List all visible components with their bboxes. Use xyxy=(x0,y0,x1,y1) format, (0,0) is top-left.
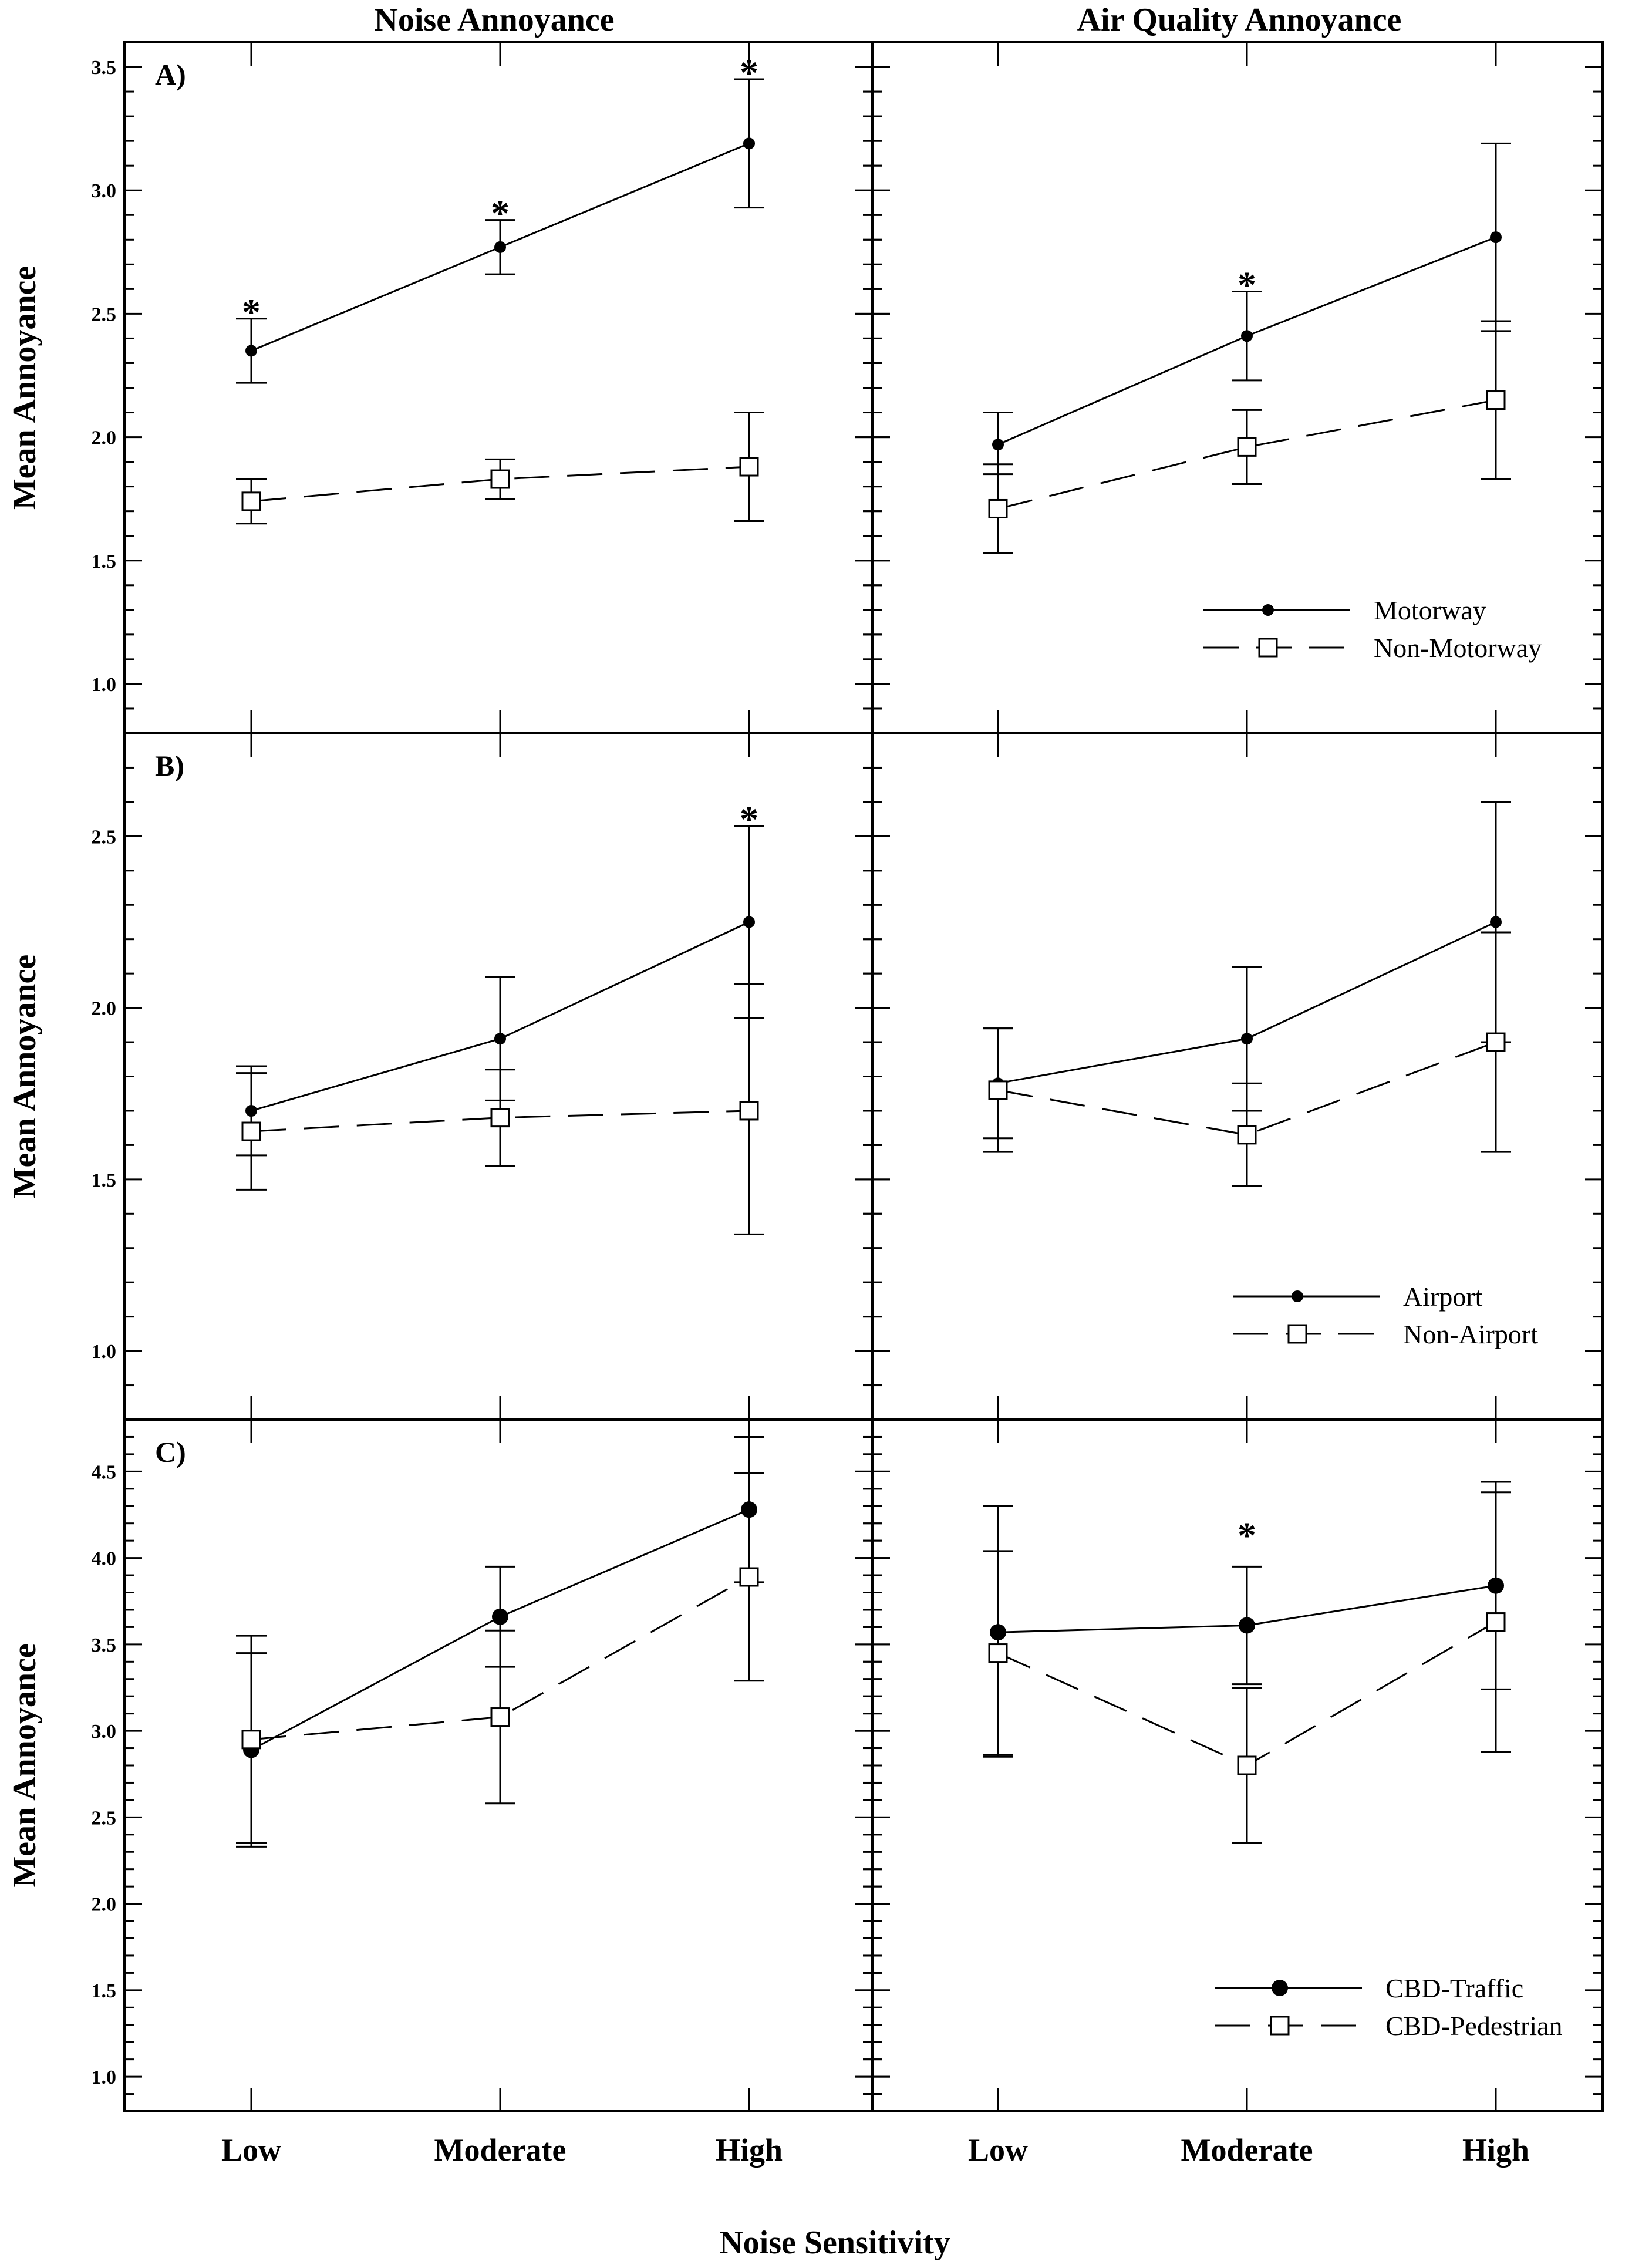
y-tick-label: 3.5 xyxy=(92,1635,117,1656)
y-tick-label: 2.5 xyxy=(92,1807,117,1829)
data-point-cbd-pedestrian xyxy=(739,1567,759,1587)
y-tick-label: 2.0 xyxy=(92,1894,117,1916)
y-axis-title: Mean Annoyance xyxy=(6,955,43,1198)
series-line-non-motorway xyxy=(251,466,750,503)
data-point-non-airport xyxy=(241,1121,261,1141)
significance-star: * xyxy=(740,52,758,93)
chart-labels: Low Low Moderate Moderate High High 1.0 1.5 2.0 2… xyxy=(6,52,1563,2168)
significance-star: * xyxy=(1238,264,1256,306)
x-axis-title: Noise Sensitivity xyxy=(719,2225,950,2261)
significance-star: * xyxy=(491,193,510,234)
data-point-non-motorway xyxy=(1237,437,1257,457)
y-tick-label: 1.0 xyxy=(92,674,117,696)
x-tick-label-high: High xyxy=(716,2132,783,2168)
y-tick-label: 2.5 xyxy=(92,826,117,848)
data-point-non-airport xyxy=(1486,1032,1506,1052)
data-point-airport xyxy=(1490,916,1502,928)
panel-label: C) xyxy=(155,1435,186,1468)
data-point-motorway xyxy=(1490,231,1502,244)
x-tick-label-low: Low xyxy=(968,2132,1028,2168)
legend-marker xyxy=(1292,1290,1303,1302)
data-point-cbd-pedestrian xyxy=(1237,1755,1257,1775)
legend-label-airport: Airport xyxy=(1403,1282,1483,1312)
data-point-non-motorway xyxy=(241,491,261,511)
title-noise-annoyance: Noise Annoyance xyxy=(374,2,614,38)
y-tick-label: 3.5 xyxy=(92,57,117,79)
data-point-airport xyxy=(1241,1033,1253,1045)
legend-label-cbd-traffic: CBD-Traffic xyxy=(1385,1973,1523,2003)
y-tick-label: 4.0 xyxy=(92,1548,117,1570)
significance-star: * xyxy=(1238,1514,1256,1556)
y-tick-label: 1.0 xyxy=(92,1341,117,1363)
series-line-non-motorway xyxy=(997,399,1496,510)
legend-marker xyxy=(1272,1980,1288,1996)
data-point-cbd-pedestrian xyxy=(1486,1612,1506,1632)
y-tick-label: 1.0 xyxy=(92,2067,117,2088)
title-air-quality-annoyance: Air Quality Annoyance xyxy=(1077,2,1402,38)
legend-label-motorway: Motorway xyxy=(1374,595,1486,625)
data-point-airport xyxy=(743,916,755,928)
chart-marks xyxy=(236,78,1511,1848)
data-point-cbd-pedestrian xyxy=(241,1730,261,1750)
data-point-non-airport xyxy=(739,1101,759,1121)
x-tick-label-high: High xyxy=(1462,2132,1529,2168)
data-point-non-motorway xyxy=(1486,390,1506,410)
data-point-non-motorway xyxy=(490,469,510,489)
data-point-non-airport xyxy=(490,1108,510,1128)
series-line-non-airport xyxy=(997,1041,1496,1136)
series-line-cbd-pedestrian xyxy=(251,1576,750,1741)
significance-star: * xyxy=(242,291,261,333)
data-point-cbd-pedestrian xyxy=(490,1707,510,1727)
legend-marker xyxy=(1287,1324,1307,1344)
y-axis-title: Mean Annoyance xyxy=(6,1643,43,1887)
y-tick-label: 3.0 xyxy=(92,1721,117,1743)
legend-marker xyxy=(1270,2016,1290,2036)
y-tick-label: 3.0 xyxy=(92,180,117,202)
y-axis-title: Mean Annoyance xyxy=(6,266,43,510)
y-tick-label: 4.5 xyxy=(92,1461,117,1483)
data-point-non-motorway xyxy=(739,457,759,477)
y-tick-label: 1.5 xyxy=(92,1170,117,1191)
data-point-non-motorway xyxy=(988,498,1008,518)
axis-ticks xyxy=(124,42,1603,2111)
x-tick-label-moderate: Moderate xyxy=(434,2132,567,2168)
x-tick-label-low: Low xyxy=(221,2132,281,2168)
data-point-cbd-traffic xyxy=(1239,1617,1255,1634)
data-point-cbd-traffic xyxy=(492,1608,508,1625)
data-point-motorway xyxy=(992,439,1004,451)
panel-label: A) xyxy=(155,58,186,91)
y-tick-label: 2.0 xyxy=(92,998,117,1020)
series-line-non-airport xyxy=(251,1110,750,1133)
data-point-motorway xyxy=(743,137,755,150)
legend-marker xyxy=(1262,604,1274,616)
legend-label-non-airport: Non-Airport xyxy=(1403,1319,1538,1349)
data-point-motorway xyxy=(1241,330,1253,342)
panel-label: B) xyxy=(155,749,184,782)
y-tick-label: 2.5 xyxy=(92,304,117,325)
data-point-cbd-pedestrian xyxy=(988,1643,1008,1663)
data-point-motorway xyxy=(494,241,506,253)
y-tick-label: 2.0 xyxy=(92,427,117,449)
data-point-non-airport xyxy=(988,1080,1008,1100)
data-point-airport xyxy=(494,1033,506,1045)
y-tick-label: 1.5 xyxy=(92,1980,117,2002)
significance-star: * xyxy=(740,798,758,840)
x-tick-label-moderate: Moderate xyxy=(1181,2132,1313,2168)
legend-marker xyxy=(1258,638,1278,658)
data-point-non-airport xyxy=(1237,1125,1257,1145)
legend-label-non-motorway: Non-Motorway xyxy=(1374,633,1542,663)
y-tick-label: 1.5 xyxy=(92,551,117,572)
legend-label-cbd-pedestrian: CBD-Pedestrian xyxy=(1385,2011,1563,2041)
data-point-motorway xyxy=(245,345,257,357)
